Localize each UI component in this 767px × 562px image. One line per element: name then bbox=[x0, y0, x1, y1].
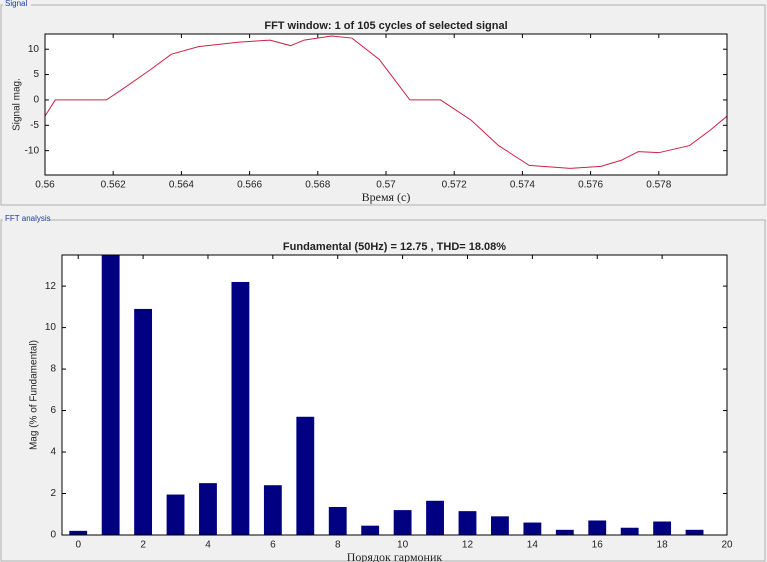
y-tick-label: 10 bbox=[45, 322, 57, 333]
panel-label-bg bbox=[3, 0, 31, 9]
plot-area bbox=[45, 34, 727, 175]
bar bbox=[69, 530, 88, 535]
x-axis-label: Время (с) bbox=[362, 190, 411, 204]
x-tick-label: 2 bbox=[140, 540, 146, 551]
signal-panel bbox=[0, 4, 766, 206]
bar bbox=[263, 485, 282, 535]
panel-label: Signal bbox=[5, 0, 27, 8]
plot-area bbox=[62, 255, 727, 535]
bar bbox=[328, 507, 347, 535]
bar bbox=[101, 255, 120, 535]
y-tick-label: 2 bbox=[50, 488, 56, 499]
x-tick-label: 0.574 bbox=[510, 180, 535, 191]
y-axis-label: Signal mag. bbox=[12, 78, 23, 131]
x-tick-label: 8 bbox=[335, 540, 341, 551]
x-tick-label: 18 bbox=[657, 540, 669, 551]
plot-frame bbox=[61, 254, 728, 536]
plot-frame bbox=[44, 33, 728, 176]
x-tick-label: 6 bbox=[270, 540, 276, 551]
chart-title: FFT window: 1 of 105 cycles of selected … bbox=[264, 20, 507, 32]
y-tick-label: 8 bbox=[50, 364, 56, 375]
x-tick-label: 0.564 bbox=[169, 180, 194, 191]
x-axis-label: Порядок гармоник bbox=[347, 550, 443, 562]
y-tick-label: 0 bbox=[50, 530, 56, 541]
bar bbox=[491, 516, 509, 535]
y-tick-label: 10 bbox=[28, 44, 40, 55]
bar bbox=[588, 520, 607, 535]
bar bbox=[555, 529, 574, 535]
bar bbox=[134, 308, 153, 535]
bar bbox=[426, 500, 444, 535]
y-tick-label: 4 bbox=[50, 447, 56, 458]
panel-label-bg bbox=[3, 215, 49, 224]
x-tick-label: 0.576 bbox=[578, 180, 603, 191]
panel-label: FFT analysis bbox=[5, 214, 51, 223]
x-tick-label: 0 bbox=[75, 540, 81, 551]
x-tick-label: 0.562 bbox=[101, 180, 126, 191]
x-tick-label: 0.57 bbox=[376, 180, 396, 191]
bar bbox=[231, 281, 250, 535]
x-tick-label: 0.572 bbox=[442, 180, 467, 191]
x-tick-label: 0.568 bbox=[305, 180, 330, 191]
plot-content bbox=[45, 35, 727, 169]
chart-title: Fundamental (50Hz) = 12.75 , THD= 18.08% bbox=[283, 241, 506, 253]
bar bbox=[620, 527, 639, 535]
plot-content bbox=[69, 255, 704, 535]
bar bbox=[199, 483, 217, 535]
x-tick-label: 16 bbox=[592, 540, 604, 551]
bar bbox=[685, 529, 704, 535]
x-tick-label: 4 bbox=[205, 540, 211, 551]
x-tick-label: 0.566 bbox=[237, 180, 262, 191]
bar bbox=[458, 511, 477, 535]
x-tick-label: 0.56 bbox=[35, 180, 55, 191]
y-tick-label: 6 bbox=[50, 405, 56, 416]
x-tick-label: 14 bbox=[527, 540, 539, 551]
bar bbox=[523, 522, 542, 535]
x-tick-label: 0.578 bbox=[646, 180, 671, 191]
y-tick-label: -5 bbox=[30, 120, 39, 131]
y-tick-label: -10 bbox=[25, 145, 40, 156]
bar bbox=[653, 521, 672, 535]
bar bbox=[361, 525, 380, 535]
bar bbox=[166, 494, 185, 535]
bar bbox=[296, 416, 315, 535]
y-axis-label: Mag (% of Fundamental) bbox=[29, 340, 40, 450]
y-tick-label: 5 bbox=[33, 69, 39, 80]
y-tick-label: 0 bbox=[33, 95, 39, 106]
x-tick-label: 10 bbox=[397, 540, 409, 551]
x-tick-label: 12 bbox=[462, 540, 474, 551]
y-tick-label: 12 bbox=[45, 281, 57, 292]
signal-line bbox=[45, 35, 727, 169]
x-tick-label: 20 bbox=[721, 540, 733, 551]
bar bbox=[393, 510, 412, 535]
fft-panel bbox=[0, 219, 766, 562]
